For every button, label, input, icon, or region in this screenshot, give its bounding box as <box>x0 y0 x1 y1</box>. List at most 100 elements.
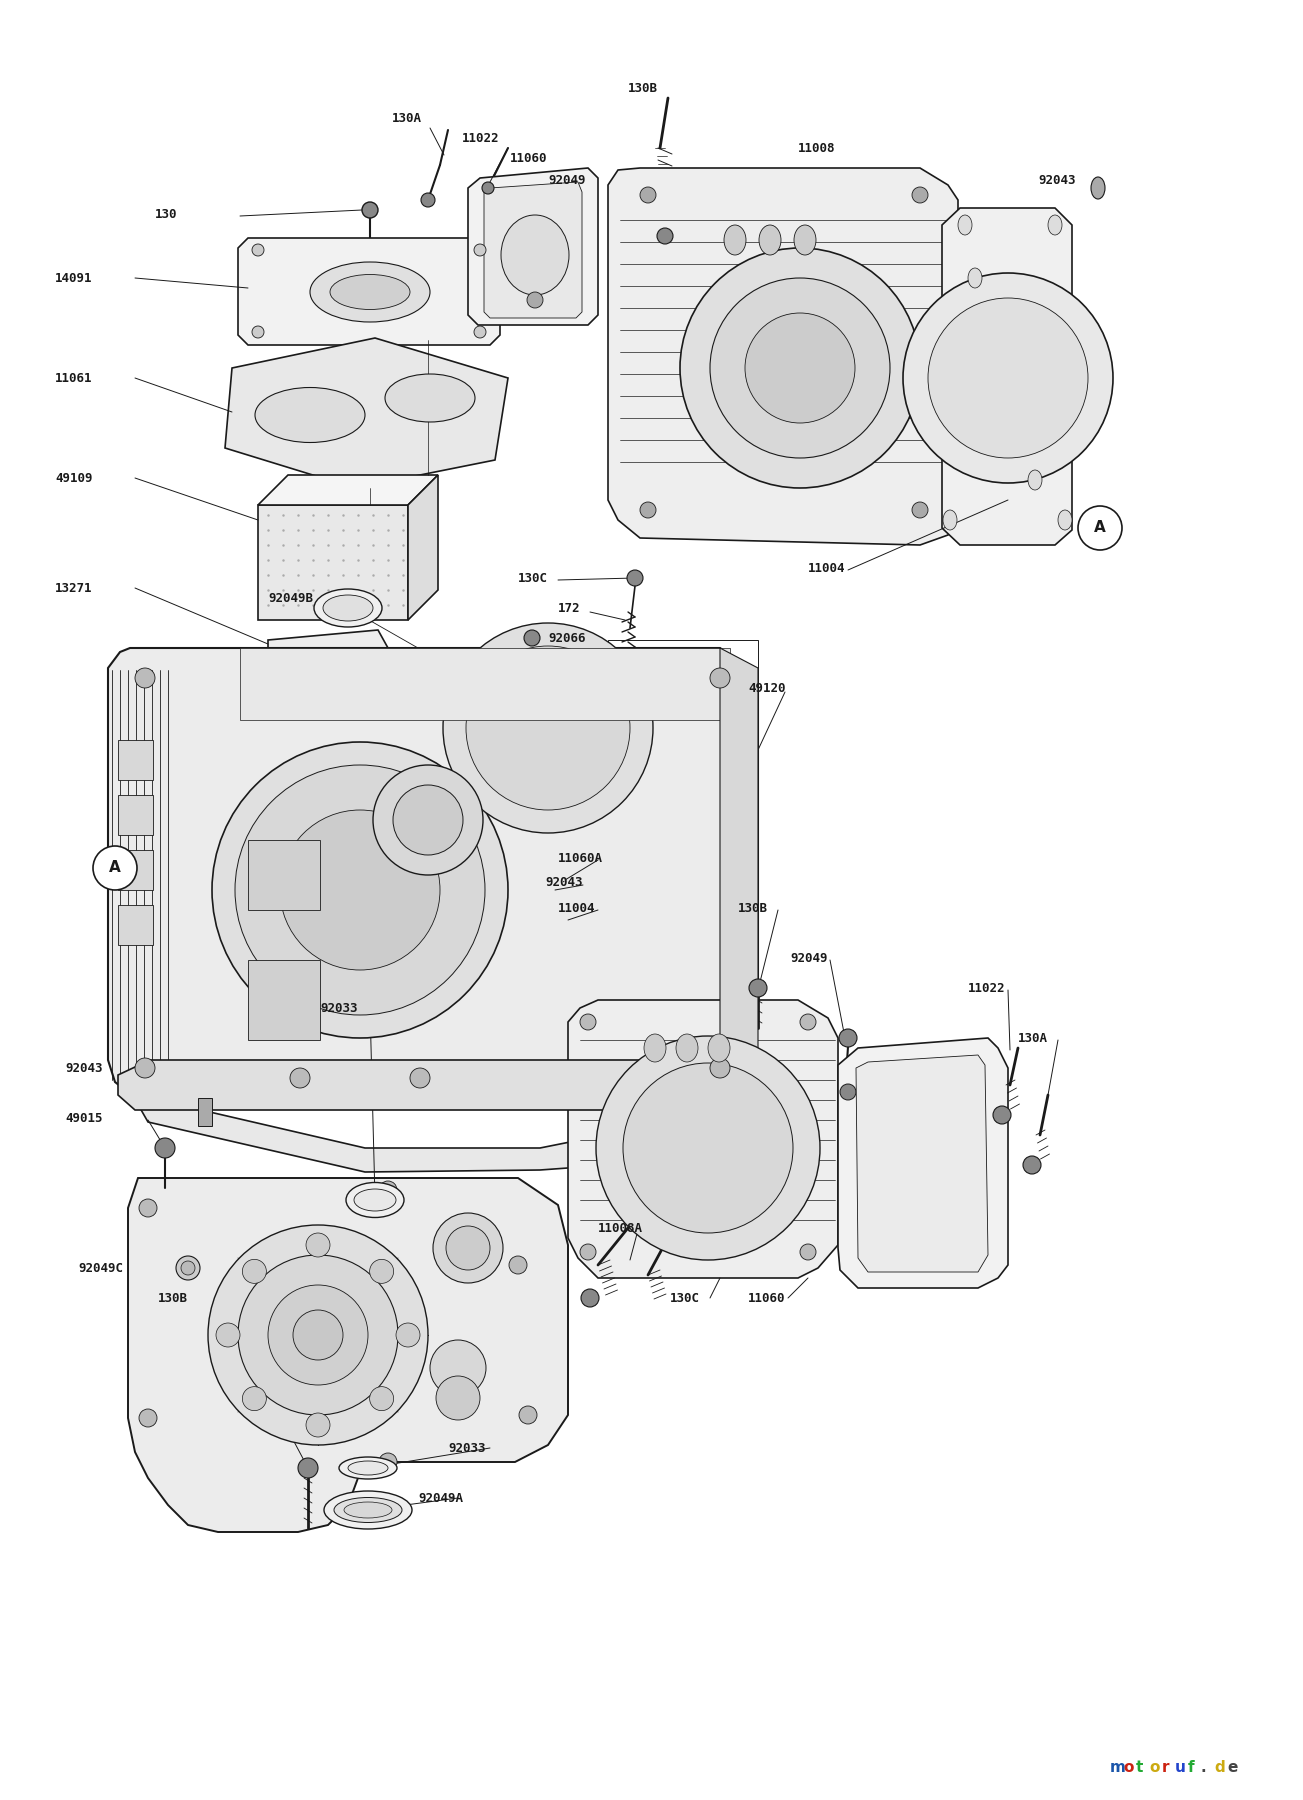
Text: e: e <box>1227 1760 1238 1775</box>
Text: 11004: 11004 <box>558 902 595 914</box>
Circle shape <box>446 1226 490 1271</box>
Circle shape <box>421 193 435 207</box>
Text: 130B: 130B <box>737 902 767 914</box>
Text: o: o <box>1149 1760 1160 1775</box>
Text: m: m <box>1110 1760 1126 1775</box>
Polygon shape <box>268 630 388 661</box>
Circle shape <box>482 182 494 194</box>
Ellipse shape <box>1048 214 1062 236</box>
Polygon shape <box>238 238 500 346</box>
Bar <box>119 796 152 835</box>
Circle shape <box>595 1037 820 1260</box>
Polygon shape <box>856 1055 988 1273</box>
Circle shape <box>242 1386 266 1411</box>
Text: 92066: 92066 <box>549 632 585 644</box>
Text: 11022: 11022 <box>463 131 499 144</box>
Circle shape <box>136 1058 155 1078</box>
Circle shape <box>306 1233 330 1256</box>
Circle shape <box>293 1310 343 1361</box>
Circle shape <box>1080 508 1121 547</box>
Text: 92033: 92033 <box>448 1442 486 1454</box>
Text: A: A <box>1095 520 1105 535</box>
Circle shape <box>139 1409 156 1427</box>
Circle shape <box>526 292 543 308</box>
Circle shape <box>251 245 265 256</box>
Ellipse shape <box>1091 176 1105 200</box>
Circle shape <box>306 1413 330 1436</box>
Ellipse shape <box>724 225 747 256</box>
Ellipse shape <box>339 1456 397 1480</box>
Circle shape <box>433 1213 503 1283</box>
Ellipse shape <box>676 1033 698 1062</box>
Ellipse shape <box>943 509 956 529</box>
Circle shape <box>238 1255 397 1415</box>
Circle shape <box>208 1226 427 1445</box>
Text: 92049: 92049 <box>549 173 585 187</box>
Polygon shape <box>240 648 730 720</box>
Text: t: t <box>1136 1760 1143 1775</box>
Circle shape <box>474 326 486 338</box>
Circle shape <box>800 1013 816 1030</box>
Text: 13271: 13271 <box>55 581 93 594</box>
Ellipse shape <box>354 1190 396 1211</box>
Circle shape <box>291 1067 310 1087</box>
Circle shape <box>993 1105 1011 1123</box>
Circle shape <box>839 1030 857 1048</box>
Circle shape <box>430 1339 486 1397</box>
Polygon shape <box>838 1039 1009 1289</box>
Text: 92043: 92043 <box>65 1062 103 1075</box>
Circle shape <box>139 1199 156 1217</box>
Text: 130B: 130B <box>158 1292 188 1305</box>
Circle shape <box>466 646 629 810</box>
Polygon shape <box>128 1177 568 1532</box>
Circle shape <box>216 1323 240 1346</box>
Circle shape <box>396 1323 420 1346</box>
Circle shape <box>280 810 440 970</box>
Polygon shape <box>119 1060 745 1111</box>
Text: 92033: 92033 <box>321 1001 357 1015</box>
Text: 11008A: 11008A <box>598 1222 642 1235</box>
Circle shape <box>749 979 767 997</box>
Circle shape <box>840 1084 856 1100</box>
Circle shape <box>627 571 642 587</box>
Polygon shape <box>609 167 958 545</box>
Ellipse shape <box>968 268 982 288</box>
Circle shape <box>710 1058 730 1078</box>
Polygon shape <box>225 338 508 488</box>
Text: 92043: 92043 <box>1038 173 1075 187</box>
Bar <box>198 1098 212 1127</box>
Circle shape <box>928 299 1088 457</box>
Polygon shape <box>408 475 438 619</box>
Text: 92049B: 92049B <box>268 592 313 605</box>
Ellipse shape <box>644 1033 666 1062</box>
Ellipse shape <box>347 1183 404 1217</box>
Ellipse shape <box>314 589 382 626</box>
Circle shape <box>745 313 855 423</box>
Circle shape <box>1078 506 1122 551</box>
Text: A: A <box>109 860 121 875</box>
Ellipse shape <box>384 374 476 421</box>
Ellipse shape <box>330 274 410 310</box>
Text: 130A: 130A <box>392 112 422 124</box>
Ellipse shape <box>760 225 780 256</box>
Ellipse shape <box>344 1501 392 1517</box>
Circle shape <box>212 742 508 1039</box>
Circle shape <box>580 1013 595 1030</box>
Text: 11060: 11060 <box>509 151 547 164</box>
Polygon shape <box>942 209 1072 545</box>
Text: o: o <box>1123 1760 1134 1775</box>
Circle shape <box>581 1289 599 1307</box>
Circle shape <box>640 187 655 203</box>
Circle shape <box>235 765 485 1015</box>
Text: 49109: 49109 <box>55 472 93 484</box>
Ellipse shape <box>310 263 430 322</box>
Ellipse shape <box>348 1462 388 1474</box>
Circle shape <box>394 785 463 855</box>
Ellipse shape <box>958 214 972 236</box>
Ellipse shape <box>334 1498 403 1523</box>
Polygon shape <box>139 1100 748 1172</box>
Circle shape <box>93 846 137 889</box>
Ellipse shape <box>324 1490 412 1528</box>
Polygon shape <box>468 167 598 326</box>
Circle shape <box>176 1256 199 1280</box>
